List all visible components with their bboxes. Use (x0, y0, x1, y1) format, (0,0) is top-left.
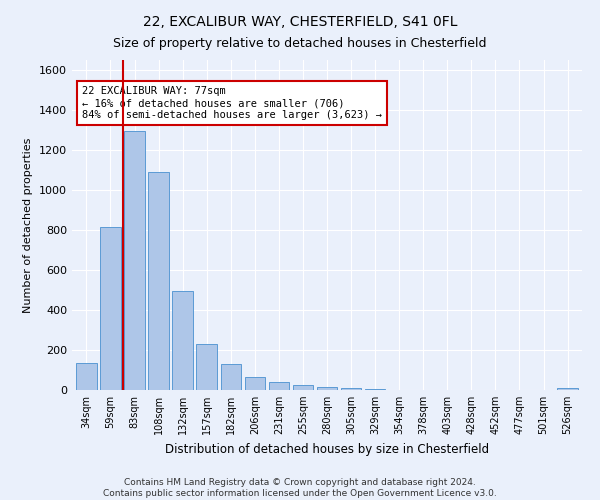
X-axis label: Distribution of detached houses by size in Chesterfield: Distribution of detached houses by size … (165, 442, 489, 456)
Bar (269, 382, 289, 390)
Bar (341, 388, 361, 390)
Bar (124, 131, 145, 390)
Text: Size of property relative to detached houses in Chesterfield: Size of property relative to detached ho… (113, 38, 487, 51)
Bar (245, 377, 265, 390)
Bar (76, 363, 97, 390)
Bar (221, 364, 241, 390)
Bar (293, 384, 313, 390)
Bar (172, 291, 193, 390)
Y-axis label: Number of detached properties: Number of detached properties (23, 138, 34, 312)
Text: 22, EXCALIBUR WAY, CHESTERFIELD, S41 0FL: 22, EXCALIBUR WAY, CHESTERFIELD, S41 0FL (143, 15, 457, 29)
Bar (148, 172, 169, 390)
Bar (317, 387, 337, 390)
Bar (557, 388, 578, 390)
Text: 22 EXCALIBUR WAY: 77sqm
← 16% of detached houses are smaller (706)
84% of semi-d: 22 EXCALIBUR WAY: 77sqm ← 16% of detache… (82, 86, 382, 120)
Text: Contains HM Land Registry data © Crown copyright and database right 2024.
Contai: Contains HM Land Registry data © Crown c… (103, 478, 497, 498)
Bar (196, 344, 217, 390)
Bar (100, 227, 121, 390)
